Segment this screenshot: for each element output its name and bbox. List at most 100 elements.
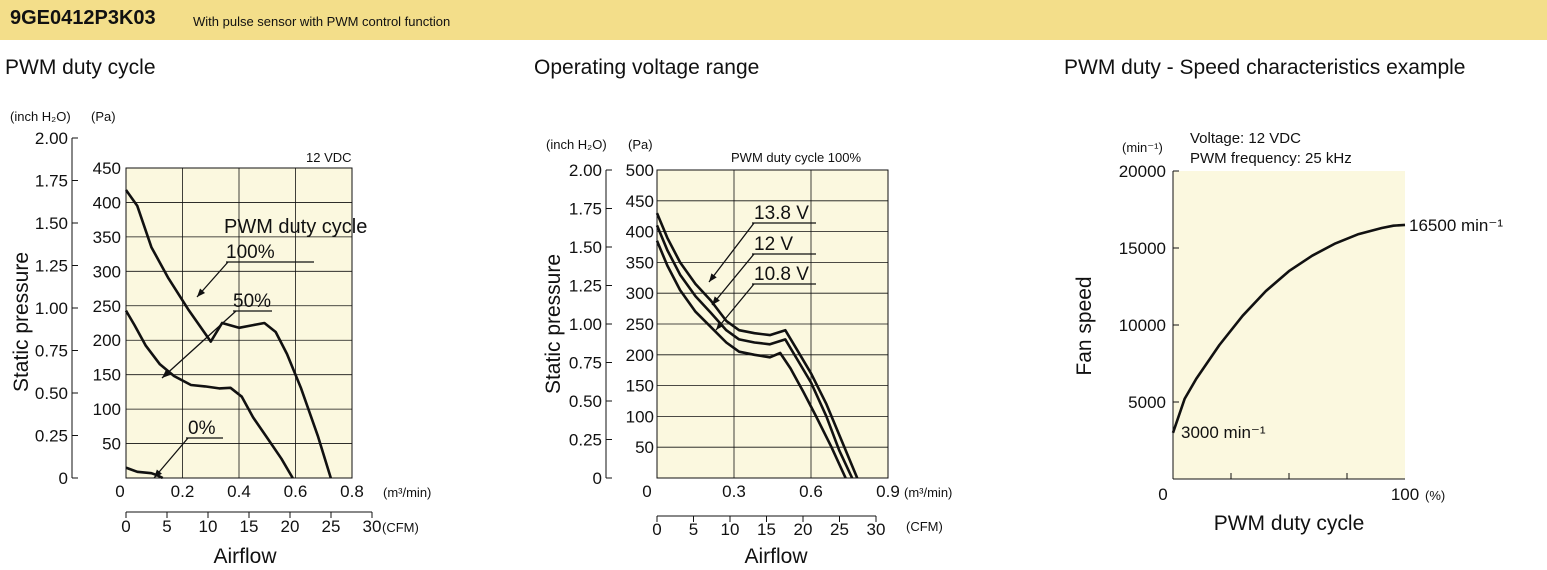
- chart3-annotation-end: 16500 min⁻¹: [1409, 216, 1503, 235]
- chart1-legend-title: PWM duty cycle: [224, 216, 367, 238]
- chart1-y-tick-pa: 400: [93, 193, 121, 212]
- chart1-x-tick-cfm: 25: [322, 517, 341, 536]
- chart2-x-tick-cfm: 30: [867, 520, 886, 539]
- chart2-y-tick-inch: 0.75: [569, 354, 602, 373]
- chart2-x-tick-m3: 0: [642, 482, 651, 501]
- chart2-x-tick-cfm: 25: [830, 520, 849, 539]
- chart2-series-2: [655, 240, 847, 479]
- chart1-y-unit-pa: (Pa): [91, 109, 116, 124]
- chart3-plot-area: [1173, 171, 1405, 479]
- chart2-series-1: [655, 224, 854, 479]
- chart2-y-tick-inch: 1.00: [569, 315, 602, 334]
- chart3-series-0: [1171, 223, 1406, 434]
- chart2-x-tick-m3: 0.6: [799, 482, 823, 501]
- chart1-y-tick-inch: 1.25: [35, 257, 68, 276]
- chart2-x-label: Airflow: [744, 545, 808, 568]
- chart3-note-line1: Voltage: 12 VDC: [1190, 130, 1301, 147]
- chart1-y-tick-inch: 1.50: [35, 214, 68, 233]
- chart1-y-tick-pa: 200: [93, 331, 121, 350]
- chart2-note: PWM duty cycle 100%: [731, 150, 861, 165]
- chart1-y-tick-inch: 0.50: [35, 384, 68, 403]
- chart3-title: PWM duty - Speed characteristics example: [1064, 56, 1466, 79]
- chart1-arrow-100-head: [197, 288, 206, 297]
- chart1-y-tick-inch: 1.00: [35, 299, 68, 318]
- chart2-x-tick-cfm: 5: [689, 520, 698, 539]
- chart1-x-tick-m3: 0.4: [227, 482, 251, 501]
- chart1-x-tick-m3: 0.2: [171, 482, 195, 501]
- chart2-x-unit-cfm: (CFM): [906, 519, 943, 534]
- chart2-y-tick-pa: 150: [626, 377, 654, 396]
- chart1-x-unit-m3: (m³/min): [383, 485, 431, 500]
- chart1-y-tick-inch: 0.25: [35, 427, 68, 446]
- chart2-arrow-0-head: [709, 273, 717, 282]
- chart1-y-tick-pa: 300: [93, 262, 121, 281]
- chart2-y-tick-pa: 400: [626, 223, 654, 242]
- chart1-y-label: Static pressure: [10, 252, 33, 392]
- chart2-y-tick-pa: 350: [626, 253, 654, 272]
- chart1-y-tick-inch: 0.75: [35, 342, 68, 361]
- chart2-x-tick-cfm: 20: [794, 520, 813, 539]
- chart2-series-label-0: 13.8 V: [754, 203, 809, 224]
- chart2-y-label: Static pressure: [542, 254, 565, 394]
- chart1-note: 12 VDC: [306, 150, 352, 165]
- chart2-arrow-2-head: [716, 321, 724, 330]
- chart2-arrow-1-head: [712, 296, 720, 305]
- chart1-x-tick-m3: 0: [115, 482, 124, 501]
- chart2-y-tick-inch: 1.25: [569, 277, 602, 296]
- chart1-y-tick-pa: 450: [93, 159, 121, 178]
- chart3-x-label: PWM duty cycle: [1214, 512, 1365, 535]
- chart2-arrow-2-shaft: [715, 283, 755, 331]
- chart1-y-tick-pa: 150: [93, 366, 121, 385]
- header-bar: 9GE0412P3K03 With pulse sensor with PWM …: [0, 0, 1547, 40]
- chart1-series-1: [124, 309, 294, 479]
- chart2-y-tick-inch: 2.00: [569, 161, 602, 180]
- chart2-series-label-2: 10.8 V: [754, 264, 809, 285]
- chart2-title: Operating voltage range: [534, 56, 760, 79]
- chart1-arrow-0-shaft: [153, 437, 189, 479]
- chart2-arrow-1-shaft: [711, 253, 755, 306]
- chart1-y-tick-inch: 2.00: [35, 129, 68, 148]
- chart2-y-unit-inch: (inch H₂O): [546, 137, 607, 152]
- chart1-arrow-0-head: [154, 469, 162, 478]
- chart2-y-tick-pa: 250: [626, 315, 654, 334]
- chart3-x-tick-label: 100: [1391, 485, 1419, 504]
- chart1-y-tick-pa: 250: [93, 297, 121, 316]
- chart1-title: PWM duty cycle: [5, 56, 156, 79]
- chart2-y-tick-inch: 0: [593, 469, 602, 488]
- chart2-y-tick-inch: 0.25: [569, 431, 602, 450]
- chart3-y-unit: (min⁻¹): [1122, 140, 1163, 155]
- chart2-x-tick-m3: 0.3: [722, 482, 746, 501]
- chart2-y-tick-pa: 100: [626, 407, 654, 426]
- chart1-series-0: [124, 189, 333, 479]
- model-number: 9GE0412P3K03: [10, 7, 156, 29]
- chart2-y-tick-inch: 0.50: [569, 392, 602, 411]
- chart3-note-line2: PWM frequency: 25 kHz: [1190, 150, 1352, 167]
- chart1-x-tick-cfm: 0: [121, 517, 130, 536]
- chart2-x-tick-cfm: 10: [721, 520, 740, 539]
- chart1-arrow-50-shaft: [161, 310, 237, 379]
- chart3-x-unit: (%): [1425, 488, 1445, 503]
- chart3-y-label: Fan speed: [1073, 276, 1096, 375]
- chart2-x-tick-m3: 0.9: [876, 482, 900, 501]
- chart3-y-tick-label: 5000: [1128, 393, 1166, 412]
- chart2-y-tick-inch: 1.50: [569, 238, 602, 257]
- chart1-x-tick-cfm: 5: [162, 517, 171, 536]
- chart1-x-tick-cfm: 20: [281, 517, 300, 536]
- chart1-x-label: Airflow: [213, 545, 277, 568]
- model-description: With pulse sensor with PWM control funct…: [193, 14, 451, 29]
- chart1-x-tick-cfm: 30: [363, 517, 382, 536]
- chart2-y-tick-pa: 500: [626, 161, 654, 180]
- chart1-arrow-50-head: [162, 369, 171, 378]
- chart1-y-tick-pa: 100: [93, 400, 121, 419]
- chart1-x-tick-cfm: 15: [240, 517, 259, 536]
- chart1-series-label-50: 50%: [233, 291, 271, 312]
- chart1-x-tick-m3: 0.6: [284, 482, 308, 501]
- chart1-series-label-0: 0%: [188, 418, 216, 439]
- chart2-x-unit-m3: (m³/min): [904, 485, 952, 500]
- chart2-series-0: [655, 212, 859, 479]
- chart2-y-tick-pa: 450: [626, 192, 654, 211]
- chart1-x-tick-m3: 0.8: [340, 482, 364, 501]
- chart2-y-tick-inch: 1.75: [569, 200, 602, 219]
- chart3-y-tick-label: 10000: [1119, 316, 1166, 335]
